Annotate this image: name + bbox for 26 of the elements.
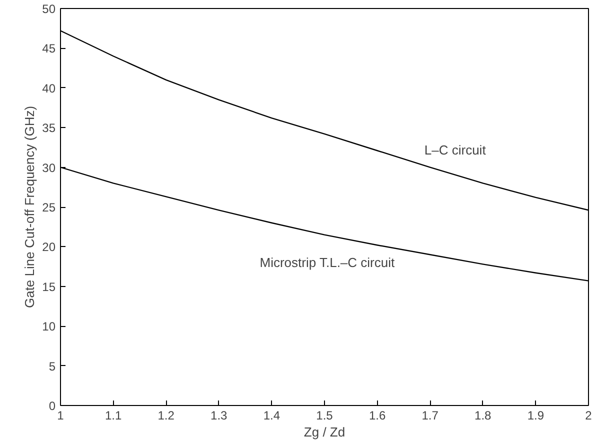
annotation: L–C circuit bbox=[424, 142, 486, 158]
y-axis-title: Gate Line Cut-off Frequency (GHz) bbox=[22, 106, 38, 308]
x-tick-label: 1.2 bbox=[158, 408, 175, 422]
y-tick-label: 15 bbox=[42, 280, 56, 294]
x-tick-label: 1.5 bbox=[316, 408, 334, 422]
y-tick-label: 10 bbox=[42, 320, 56, 334]
x-tick-label: 1.8 bbox=[474, 408, 492, 422]
y-tick-label: 0 bbox=[48, 399, 56, 413]
annotation: Microstrip T.L.–C circuit bbox=[260, 255, 395, 270]
y-tick-label: 45 bbox=[42, 42, 56, 56]
y-tick-label: 5 bbox=[48, 359, 56, 374]
y-tick-label: 50 bbox=[42, 2, 56, 16]
x-tick-label: 1.3 bbox=[210, 408, 228, 422]
y-tick-label: 30 bbox=[42, 160, 56, 175]
x-tick-label: 2 bbox=[585, 408, 592, 422]
x-tick-label: 1.9 bbox=[527, 408, 544, 422]
x-tick-label: 1.4 bbox=[263, 408, 280, 422]
x-axis-title: Zg / Zd bbox=[304, 424, 346, 440]
x-tick-label: 1.7 bbox=[422, 408, 439, 422]
y-tick-label: 20 bbox=[42, 240, 56, 254]
x-tick-label: 1.6 bbox=[368, 408, 386, 422]
y-tick-label: 40 bbox=[42, 81, 56, 96]
y-tick-label: 35 bbox=[42, 121, 56, 136]
x-tick-label: 1.1 bbox=[104, 408, 122, 422]
y-tick-label: 25 bbox=[42, 200, 56, 214]
x-tick-label: 1 bbox=[57, 408, 64, 422]
